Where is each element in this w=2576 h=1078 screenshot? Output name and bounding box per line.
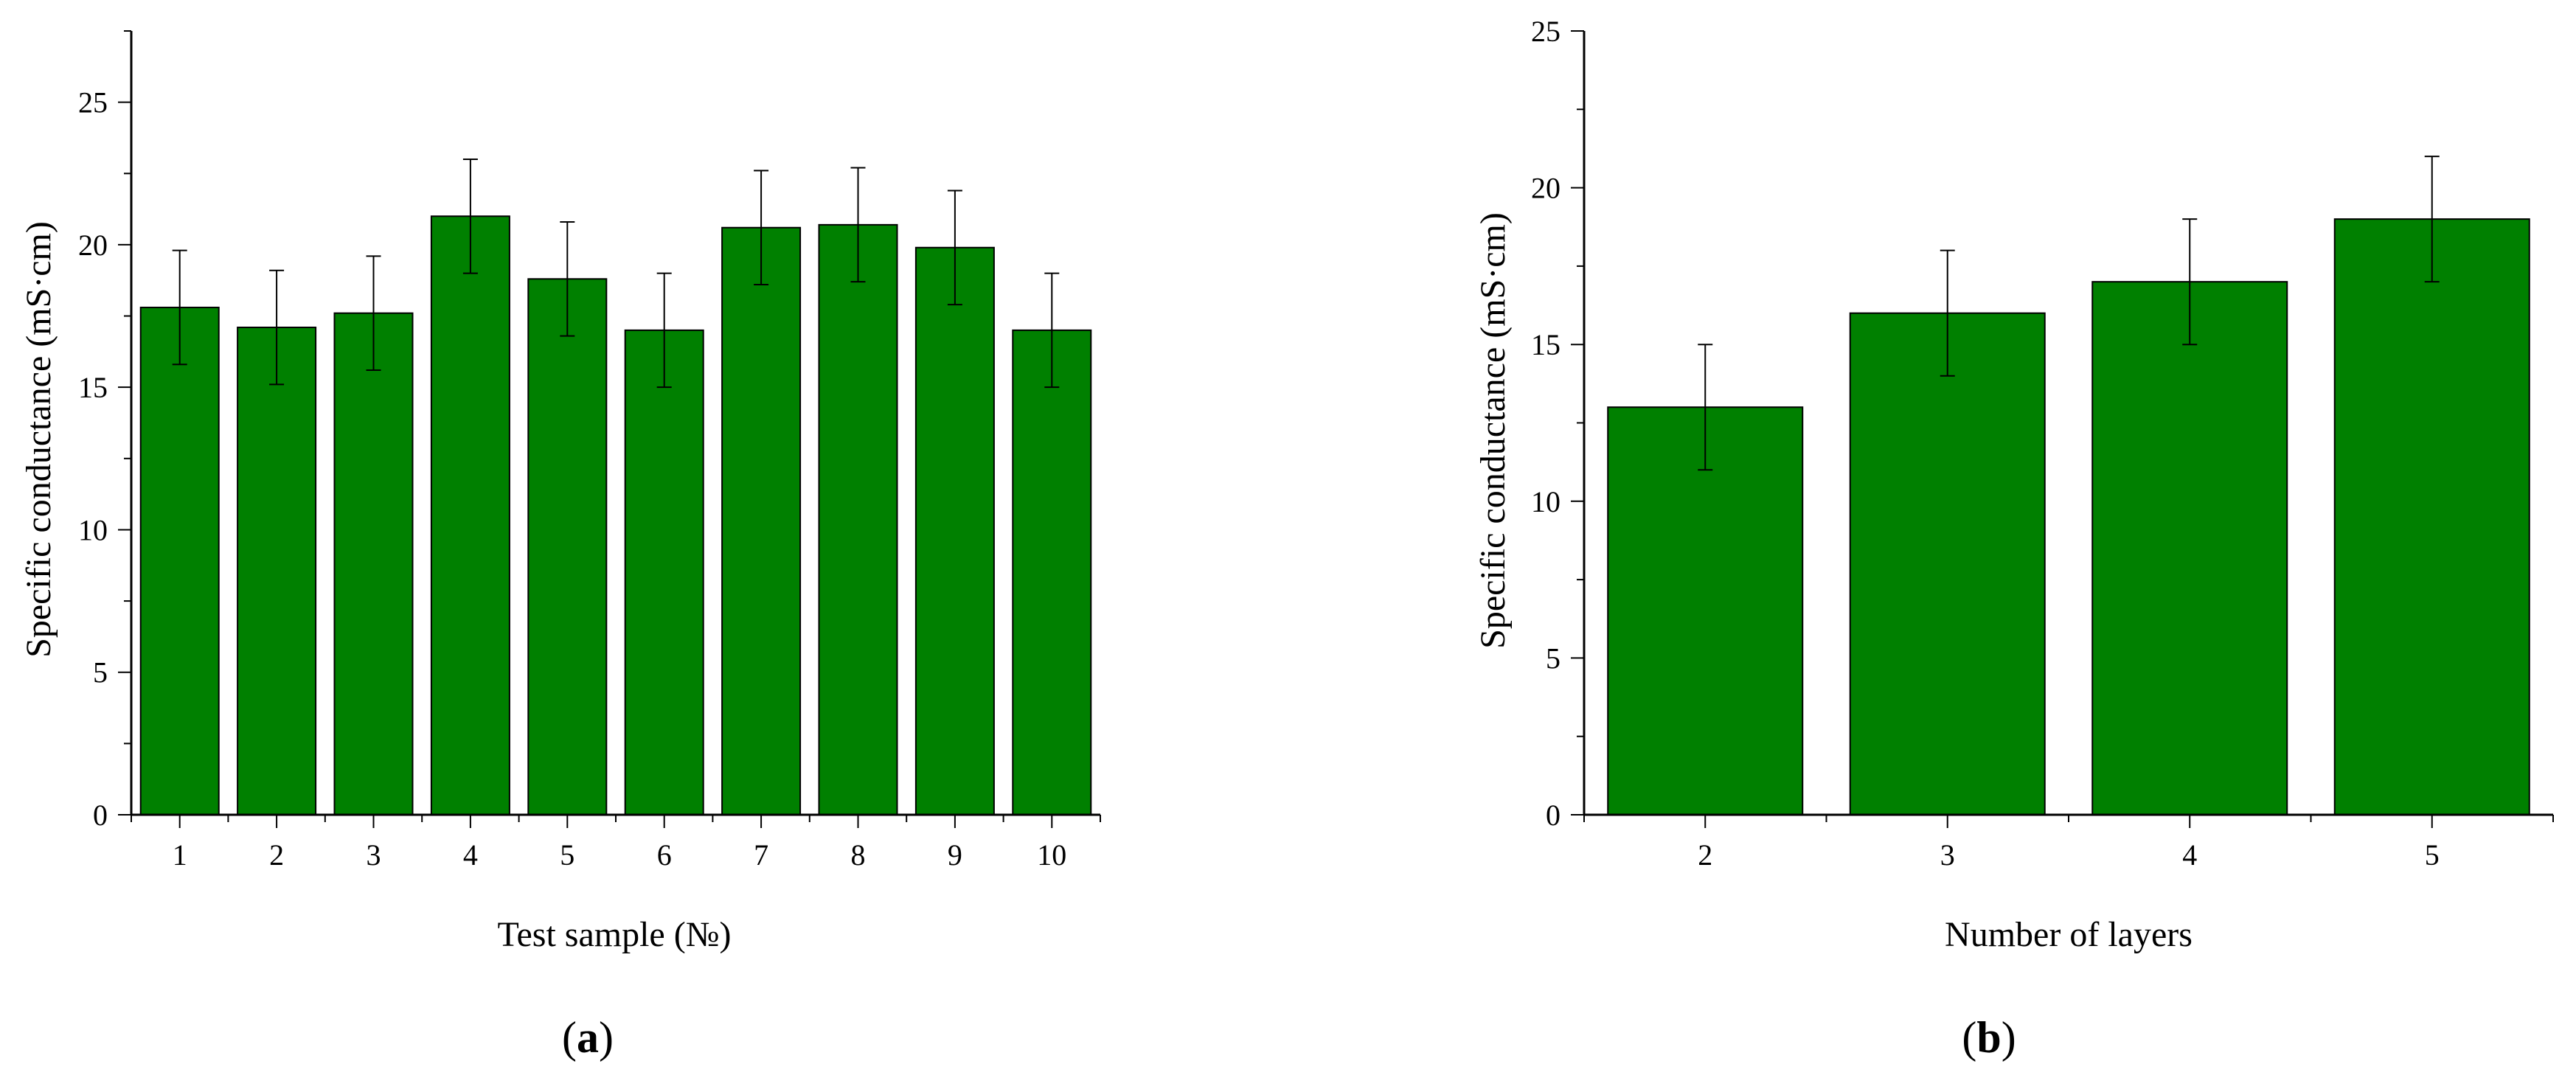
bar bbox=[914, 246, 995, 816]
y-tick-label: 0 bbox=[1546, 799, 1560, 832]
y-tick-label: 10 bbox=[78, 513, 108, 546]
bar bbox=[139, 306, 220, 816]
x-tick-label: 6 bbox=[657, 838, 672, 872]
chart-panel-a: Test sample (№) Specific conductance (mS… bbox=[19, 30, 1101, 1062]
x-tick-label: 4 bbox=[463, 838, 478, 872]
panel-label: (b) bbox=[1962, 1013, 2016, 1062]
bar bbox=[237, 327, 317, 816]
y-tick-label: 5 bbox=[1546, 641, 1560, 675]
bar bbox=[624, 329, 704, 816]
bar bbox=[1012, 329, 1092, 816]
x-tick-label: 10 bbox=[1037, 838, 1066, 872]
bar bbox=[2091, 281, 2288, 816]
bar bbox=[721, 226, 802, 816]
panel-label: (a) bbox=[562, 1013, 614, 1062]
x-tick-label: 9 bbox=[948, 838, 962, 872]
bar bbox=[527, 278, 608, 816]
y-tick-label: 25 bbox=[78, 86, 108, 119]
y-tick-label: 25 bbox=[1531, 15, 1560, 48]
bar bbox=[430, 215, 510, 816]
y-tick-label: 20 bbox=[1531, 172, 1560, 205]
y-tick-label: 10 bbox=[1531, 485, 1560, 518]
y-tick-label: 15 bbox=[1531, 328, 1560, 361]
y-tick-label: 0 bbox=[93, 799, 108, 832]
x-tick-label: 2 bbox=[269, 838, 284, 872]
x-tick-label: 5 bbox=[2425, 838, 2440, 872]
x-tick-label: 5 bbox=[560, 838, 574, 872]
x-tick-label: 7 bbox=[754, 838, 768, 872]
bar bbox=[2333, 218, 2530, 816]
x-tick-label: 4 bbox=[2182, 838, 2197, 872]
x-tick-label: 2 bbox=[1698, 838, 1712, 872]
x-tick-label: 1 bbox=[173, 838, 187, 872]
y-tick-label: 20 bbox=[78, 229, 108, 262]
x-tick-label: 3 bbox=[1940, 838, 1955, 872]
x-tick-label: 3 bbox=[367, 838, 381, 872]
bar bbox=[1849, 312, 2046, 816]
bar bbox=[1607, 406, 1804, 816]
y-tick-label: 15 bbox=[78, 371, 108, 404]
y-axis-title: Specific conductance (mS·cm) bbox=[19, 221, 58, 658]
bar bbox=[333, 312, 414, 816]
x-axis-title: Number of layers bbox=[1945, 915, 2193, 954]
x-tick-label: 8 bbox=[851, 838, 866, 872]
y-tick-label: 5 bbox=[93, 656, 108, 689]
x-axis-title: Test sample (№) bbox=[497, 915, 731, 954]
y-axis-title: Specific conductance (mS·cm) bbox=[1473, 212, 1513, 649]
bar bbox=[818, 223, 898, 816]
chart-panel-b: Number of layers Specific conductance (m… bbox=[1473, 15, 2554, 1062]
